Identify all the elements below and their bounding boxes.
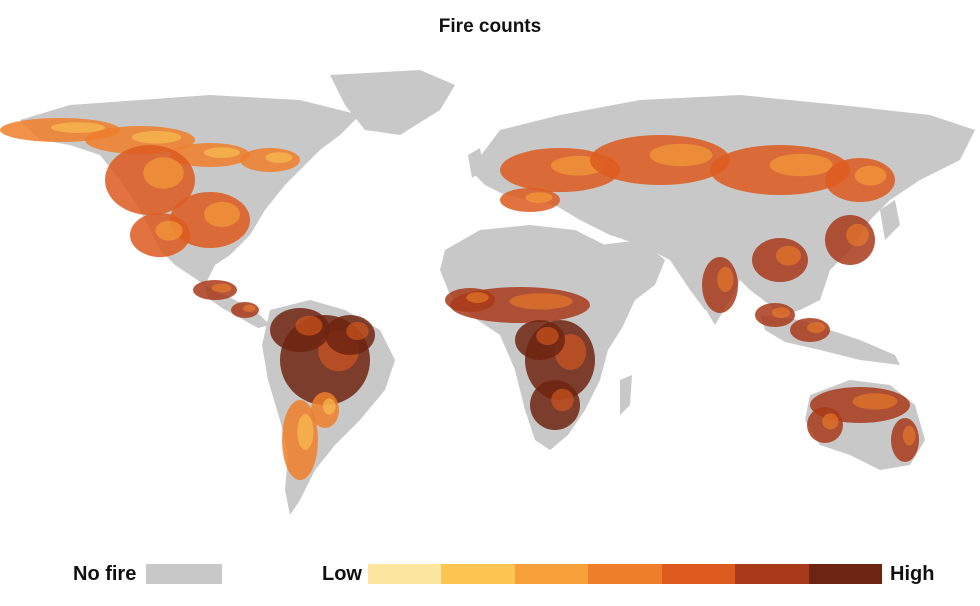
legend-scale-step	[441, 564, 515, 584]
fire-area-texture	[822, 413, 839, 430]
legend-scale-step	[735, 564, 809, 584]
fire-area-texture	[717, 266, 734, 292]
fire-area-texture	[466, 292, 489, 303]
fire-area-texture	[346, 322, 369, 340]
legend-no-fire-label: No fire	[73, 563, 137, 585]
land-madagascar	[620, 375, 632, 415]
land-japan	[880, 200, 900, 240]
fire-area-texture	[846, 223, 869, 247]
fire-area-texture	[807, 322, 825, 333]
fire-area-texture	[902, 425, 916, 446]
land-arabia	[600, 240, 665, 300]
fire-area-texture	[509, 293, 573, 310]
fire-area-texture	[51, 122, 105, 133]
legend-scale-step	[368, 564, 442, 584]
fire-area-texture	[772, 307, 790, 318]
fire-area-texture	[204, 201, 240, 227]
legend-scale-step	[808, 564, 882, 584]
fire-area-texture	[775, 245, 802, 266]
fire-area-texture	[525, 192, 553, 204]
legend-no-fire-swatch	[146, 564, 222, 584]
legend-scale-step	[514, 564, 589, 584]
fire-area-texture	[649, 143, 713, 167]
legend-high-label: High	[890, 563, 935, 585]
fire-area-texture	[297, 414, 314, 450]
fire-intensity-overlay	[0, 118, 919, 480]
legend-color-scale	[368, 564, 882, 584]
fire-area-texture	[769, 153, 833, 177]
fire-area-texture	[854, 165, 887, 186]
fire-area-texture	[852, 393, 898, 410]
fire-area-texture	[551, 388, 574, 412]
land-greenland	[330, 70, 455, 135]
fire-area-texture	[155, 220, 183, 241]
map-title: Fire counts	[438, 16, 542, 37]
fire-area-texture	[131, 130, 182, 144]
fire-area-texture	[265, 152, 293, 163]
fire-area-texture	[322, 398, 336, 415]
fire-area-texture	[204, 147, 240, 158]
world-fire-map	[0, 70, 975, 515]
legend-scale-step	[661, 564, 736, 584]
fire-area-texture	[143, 157, 184, 189]
legend-scale-step	[588, 564, 662, 584]
fire-area-texture	[536, 327, 559, 345]
fire-area-texture	[211, 283, 232, 293]
fire-area-texture	[295, 315, 323, 336]
land-uk	[468, 148, 484, 178]
fire-area-texture	[242, 304, 256, 312]
legend-low-label: Low	[322, 563, 362, 585]
